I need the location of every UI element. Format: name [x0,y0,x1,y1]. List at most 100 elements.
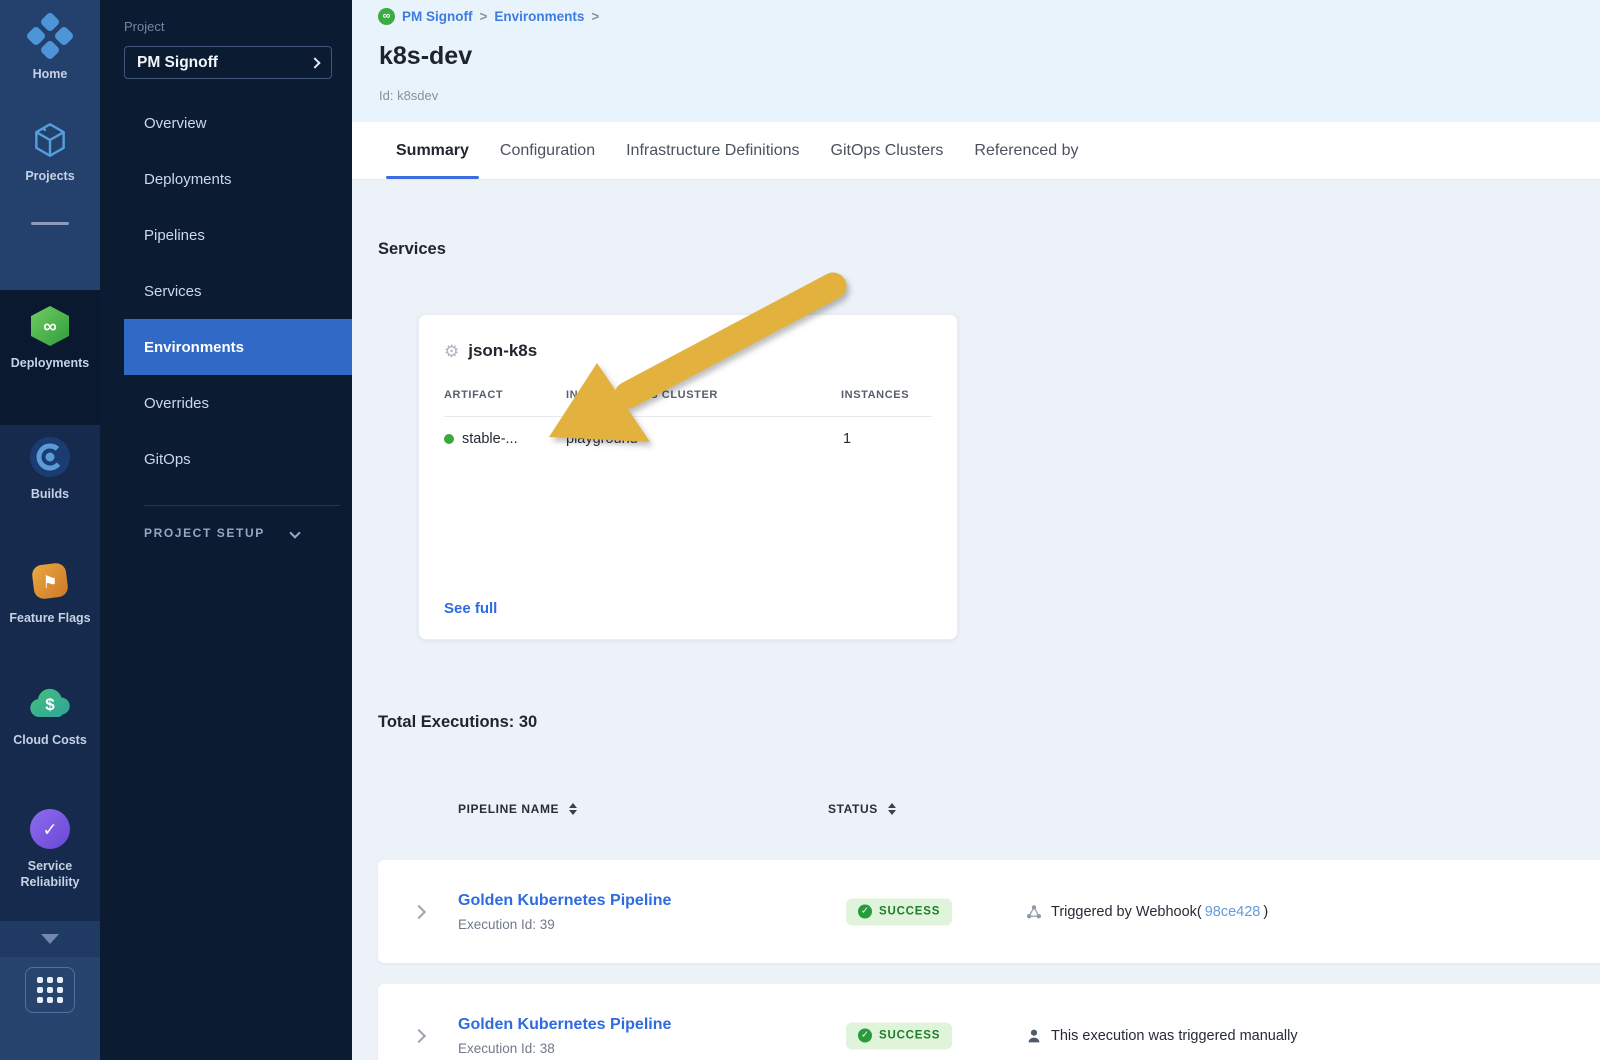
rail-label: Projects [25,168,75,183]
rail-item-builds[interactable]: Builds [0,425,100,549]
rail-label: Feature Flags [9,611,91,625]
rail-item-home[interactable]: Home [0,0,100,83]
sidebar-item-deployments[interactable]: Deployments [144,170,232,188]
home-icon [27,13,73,59]
status-badge: ✓ SUCCESS [846,1022,953,1049]
rail-section-bottom [0,957,100,1060]
cd-module-icon: ∞ [378,8,395,25]
pipeline-link[interactable]: Golden Kubernetes Pipeline [458,891,672,909]
column-pipeline-name[interactable]: PIPELINE NAME [458,802,578,816]
project-selector-value: PM Signoff [137,53,218,71]
tab-gitops-clusters[interactable]: GitOps Clusters [830,141,944,159]
user-icon [1028,1029,1040,1042]
tab-infrastructure-definitions[interactable]: Infrastructure Definitions [626,141,800,159]
tab-bar: Summary Configuration Infrastructure Def… [352,122,1600,180]
expand-chevron-icon[interactable] [411,904,427,919]
total-executions-label: Total Executions: 30 [378,713,538,731]
sort-icon [887,803,896,815]
pipeline-name-cell: Golden Kubernetes Pipeline Execution Id:… [458,892,671,932]
rail-item-service-reliability[interactable]: ✓ Service Reliability [0,797,100,921]
instances-value: 1 [843,431,852,447]
sidebar-item-overview[interactable]: Overview [144,114,207,132]
pipeline-name-cell: Golden Kubernetes Pipeline Execution Id:… [458,1016,671,1056]
svg-text:∞: ∞ [43,317,57,338]
rail-label: Deployments [10,356,90,370]
project-selector[interactable]: PM Signoff [124,46,332,79]
trigger-commit-link[interactable]: 98ce428 [1204,903,1261,920]
trigger-text: This execution was triggered manually [1051,1027,1298,1044]
page-header: ∞ PM Signoff > Environments > k8s-dev Id… [352,0,1600,122]
status-badge-label: SUCCESS [879,1029,941,1042]
projects-icon [35,122,65,157]
tab-configuration[interactable]: Configuration [499,141,596,159]
rail-section-modules: Builds ⚑ Feature Flags [0,425,100,921]
trigger-info: Triggered by Webhook( 98ce428 ) [1026,904,1268,920]
sidebar-item-overrides[interactable]: Overrides [144,394,210,412]
execution-id: Execution Id: 38 [458,1040,555,1056]
breadcrumb: ∞ PM Signoff > Environments > [378,8,599,25]
svg-text:✓: ✓ [42,820,57,840]
see-full-link[interactable]: See full [444,600,498,617]
chevron-right-icon [309,56,321,69]
rail-item-deployments[interactable]: ∞ Deployments [0,290,100,372]
rail-scroll-more[interactable] [0,921,100,957]
service-card-title: ⚙ json-k8s [444,341,537,361]
status-badge-label: SUCCESS [879,905,941,918]
status-dot-icon [444,434,454,444]
rail-section-top: Home Projects [0,0,100,290]
service-card[interactable]: ⚙ json-k8s ARTIFACT INFRA / GITOPS CLUST… [418,314,958,640]
column-status[interactable]: STATUS [828,802,896,816]
column-instances: INSTANCES [841,389,910,401]
svg-text:$: $ [45,695,55,714]
services-heading: Services [378,240,446,258]
builds-icon [30,437,70,477]
service-name: json-k8s [468,341,538,360]
project-setup-toggle[interactable]: PROJECT SETUP [144,526,301,540]
expand-chevron-icon[interactable] [411,1028,427,1043]
project-setup-label: PROJECT SETUP [144,526,265,540]
breadcrumb-project-link[interactable]: PM Signoff [402,9,473,24]
execution-row[interactable]: Golden Kubernetes Pipeline Execution Id:… [378,860,1600,963]
rail-label: Home [32,67,68,81]
status-badge: ✓ SUCCESS [846,898,953,925]
rail-item-projects[interactable]: Projects [0,83,100,185]
cluster-value: playground [566,431,638,447]
rail-collapse-divider[interactable] [31,222,69,226]
webhook-icon [1027,904,1041,918]
trigger-info: This execution was triggered manually [1026,1028,1298,1044]
gear-icon: ⚙ [444,341,460,361]
tab-summary[interactable]: Summary [386,122,479,179]
sidebar-item-environments[interactable]: Environments [124,319,352,375]
execution-id: Execution Id: 39 [458,916,555,932]
pipeline-link[interactable]: Golden Kubernetes Pipeline [458,1015,672,1033]
check-circle-icon: ✓ [858,1028,872,1043]
card-divider [444,416,932,417]
page-title: k8s-dev [379,42,473,70]
rail-item-cloud-costs[interactable]: $ Cloud Costs [0,673,100,797]
breadcrumb-environments-link[interactable]: Environments [494,9,585,24]
feature-flags-icon: ⚑ [32,563,68,599]
summary-content: Services ⚙ json-k8s ARTIFACT INFRA / GIT… [352,180,1600,1060]
column-pipeline-name-label: PIPELINE NAME [458,802,560,816]
tab-referenced-by[interactable]: Referenced by [974,141,1079,159]
project-sidebar: Project PM Signoff Overview Deployments … [100,0,352,1060]
page-id-line: Id: k8sdev [379,88,439,103]
svg-text:⚑: ⚑ [42,573,57,592]
rail-item-feature-flags[interactable]: ⚑ Feature Flags [0,549,100,673]
breadcrumb-separator: > [591,9,600,24]
chevron-down-icon [289,527,301,539]
trigger-text: Triggered by Webhook( [1051,903,1202,920]
column-infra-gitops-cluster: INFRA / GITOPS CLUSTER [566,389,718,401]
rail-label: Cloud Costs [13,733,87,747]
column-artifact: ARTIFACT [444,389,504,401]
sidebar-item-pipelines[interactable]: Pipelines [144,226,205,244]
app-grid-button[interactable] [25,967,75,1013]
sidebar-item-gitops[interactable]: GitOps [144,450,191,468]
execution-row[interactable]: Golden Kubernetes Pipeline Execution Id:… [378,984,1600,1060]
service-reliability-icon: ✓ [30,809,70,849]
cloud-costs-icon: $ [30,688,70,717]
column-status-label: STATUS [828,802,878,816]
sidebar-item-services[interactable]: Services [144,282,202,300]
module-rail: Home Projects [0,0,100,1060]
